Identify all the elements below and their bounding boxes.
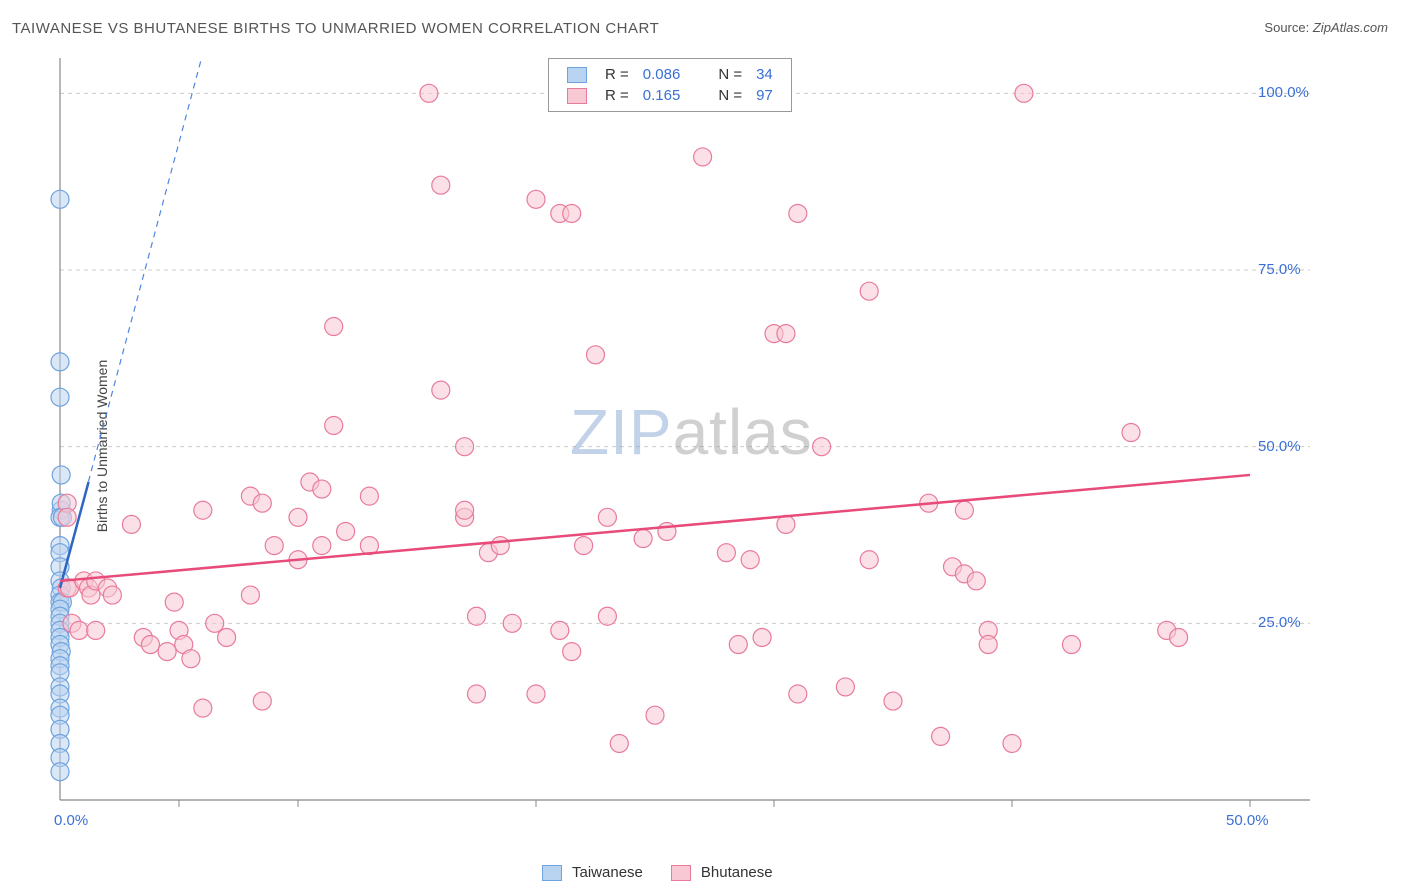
legend-r-label: R =	[599, 65, 635, 84]
series-legend-item: Bhutanese	[671, 864, 773, 881]
correlation-legend: R =0.086 N =34 R =0.165 N =97	[548, 58, 792, 112]
legend-n-value: 97	[750, 86, 779, 105]
chart-container: TAIWANESE VS BHUTANESE BIRTHS TO UNMARRI…	[0, 0, 1406, 892]
series-legend-label: Bhutanese	[701, 864, 773, 881]
series-legend-label: Taiwanese	[572, 864, 643, 881]
y-tick-label: 100.0%	[1258, 84, 1309, 101]
x-tick-label: 50.0%	[1226, 812, 1269, 829]
y-tick-label: 50.0%	[1258, 438, 1301, 455]
legend-row: R =0.086 N =34	[561, 65, 779, 84]
legend-row: R =0.165 N =97	[561, 86, 779, 105]
series-legend: Taiwanese Bhutanese	[542, 864, 773, 881]
y-tick-label: 25.0%	[1258, 614, 1301, 631]
legend-n-label: N =	[712, 65, 748, 84]
legend-r-value: 0.165	[637, 86, 687, 105]
x-tick-label: 0.0%	[54, 812, 88, 829]
source-attribution: Source: ZipAtlas.com	[1264, 20, 1388, 35]
legend-swatch	[567, 88, 587, 104]
source-label: Source:	[1264, 20, 1309, 35]
scatter-chart	[50, 50, 1310, 840]
legend-r-label: R =	[599, 86, 635, 105]
chart-title: TAIWANESE VS BHUTANESE BIRTHS TO UNMARRI…	[12, 20, 659, 37]
source-value: ZipAtlas.com	[1313, 20, 1388, 35]
series-legend-item: Taiwanese	[542, 864, 643, 881]
plot-area	[50, 50, 1310, 840]
legend-swatch	[542, 865, 562, 881]
legend-r-value: 0.086	[637, 65, 687, 84]
legend-n-label: N =	[712, 86, 748, 105]
legend-n-value: 34	[750, 65, 779, 84]
y-tick-label: 75.0%	[1258, 261, 1301, 278]
legend-swatch	[567, 67, 587, 83]
correlation-legend-table: R =0.086 N =34 R =0.165 N =97	[559, 63, 781, 107]
legend-swatch	[671, 865, 691, 881]
